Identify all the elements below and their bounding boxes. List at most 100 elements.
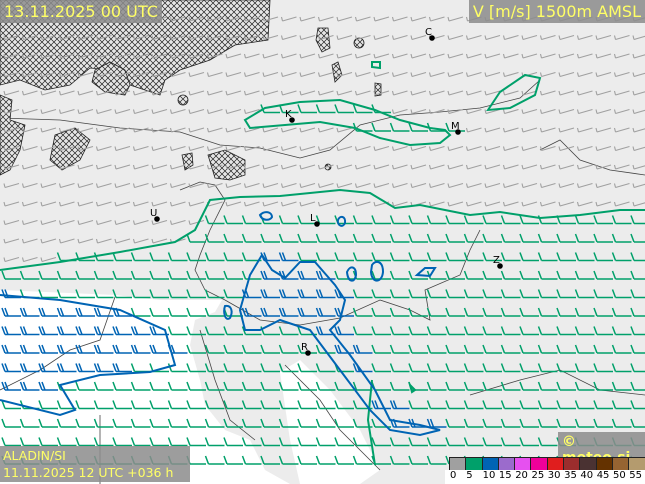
wind-barb: [391, 90, 408, 96]
wind-barb: [260, 233, 280, 243]
wind-barb: [38, 326, 58, 336]
wind-barb: [445, 270, 465, 280]
legend-tick: 15: [498, 470, 512, 481]
wind-barb: [317, 164, 334, 170]
wind-barb: [352, 289, 373, 299]
wind-barb: [151, 201, 168, 207]
wind-barb: [262, 145, 279, 152]
wind-barb: [519, 381, 539, 391]
wind-barb: [336, 53, 353, 59]
wind-barb: [223, 344, 243, 354]
wind-barb: [188, 16, 205, 22]
wind-barb: [465, 201, 482, 207]
wind-barb: [114, 201, 131, 207]
wind-barb: [204, 307, 225, 317]
wind-barb: [389, 344, 410, 354]
wind-barb: [241, 307, 262, 317]
wind-barb: [40, 145, 57, 152]
wind-barb: [336, 164, 353, 170]
wind-barb: [114, 90, 131, 96]
wind-barb: [21, 90, 38, 96]
wind-barb: [537, 437, 558, 447]
wind-barb: [299, 90, 316, 96]
legend-tick: 45: [596, 470, 610, 481]
wind-barb: [630, 307, 645, 317]
wind-barb: [539, 108, 556, 115]
wind-barb: [188, 164, 205, 170]
wind-barb: [56, 270, 77, 280]
wind-barb: [502, 108, 519, 115]
wind-barb: [58, 71, 75, 78]
wind-barb: [428, 182, 445, 189]
wind-barb: [408, 363, 428, 373]
wind-barb: [371, 344, 391, 354]
wind-barb: [223, 233, 243, 243]
wind-barb: [630, 363, 645, 373]
wind-barb: [408, 270, 428, 280]
wind-barb: [576, 34, 593, 41]
wind-barb: [19, 270, 40, 280]
wind-barb: [537, 400, 558, 410]
wind-barb: [593, 252, 613, 262]
wind-barb: [630, 418, 645, 428]
wind-barb: [114, 127, 131, 133]
wind-barb: [75, 326, 95, 336]
wind-barb: [630, 400, 645, 410]
wind-barb: [315, 270, 336, 280]
wind-barb: [77, 108, 94, 115]
wind-barb: [389, 289, 410, 299]
wind-barb: [611, 418, 632, 428]
wind-barb: [428, 90, 445, 96]
wind-barb: [186, 307, 206, 317]
wind-barb: [371, 122, 391, 132]
wind-barb: [151, 53, 168, 59]
wind-barb: [114, 182, 131, 189]
wind-barb: [391, 164, 408, 170]
wind-barb: [130, 400, 151, 410]
wind-barb: [38, 363, 58, 373]
wind-barb: [611, 363, 632, 373]
wind-barb: [19, 418, 40, 428]
wind-barb: [426, 252, 447, 262]
wind-barb: [371, 104, 391, 114]
wind-barb: [389, 270, 410, 280]
wind-barb: [334, 104, 354, 114]
wind-barb: [223, 381, 243, 391]
wind-barb: [132, 108, 149, 115]
wind-barb: [428, 53, 445, 59]
wind-barb: [132, 182, 149, 189]
wind-barb: [167, 252, 188, 262]
wind-barb: [58, 145, 75, 152]
wind-barb: [463, 381, 484, 391]
wind-barb: [632, 164, 645, 170]
wind-barb: [371, 215, 391, 225]
wind-barb: [334, 233, 354, 243]
wind-barb: [169, 201, 186, 207]
wind-barb: [19, 344, 40, 354]
wind-barb: [3, 34, 20, 41]
wind-barb: [352, 307, 373, 317]
wind-barb: [188, 71, 205, 78]
wind-barb: [149, 270, 169, 280]
wind-barb: [93, 437, 114, 447]
wind-barb: [463, 326, 484, 336]
wind-barb: [21, 127, 38, 133]
wind-barb: [95, 71, 112, 78]
wind-barb: [114, 34, 131, 41]
wind-barb: [278, 437, 299, 447]
wind-barb: [315, 215, 336, 225]
wind-barb: [519, 437, 539, 447]
wind-barb: [463, 307, 484, 317]
wind-barb: [40, 219, 57, 226]
wind-barb: [502, 34, 519, 41]
wind-barb: [463, 233, 484, 243]
wind-barb: [408, 437, 428, 447]
wind-barb: [93, 326, 114, 336]
wind-barb: [447, 164, 464, 170]
valid-time-label: 13.11.2025 00 UTC: [0, 0, 162, 23]
wind-barb: [574, 289, 595, 299]
wind-barb: [280, 164, 297, 170]
wind-barb: [132, 127, 149, 133]
wind-barb: [391, 34, 408, 41]
